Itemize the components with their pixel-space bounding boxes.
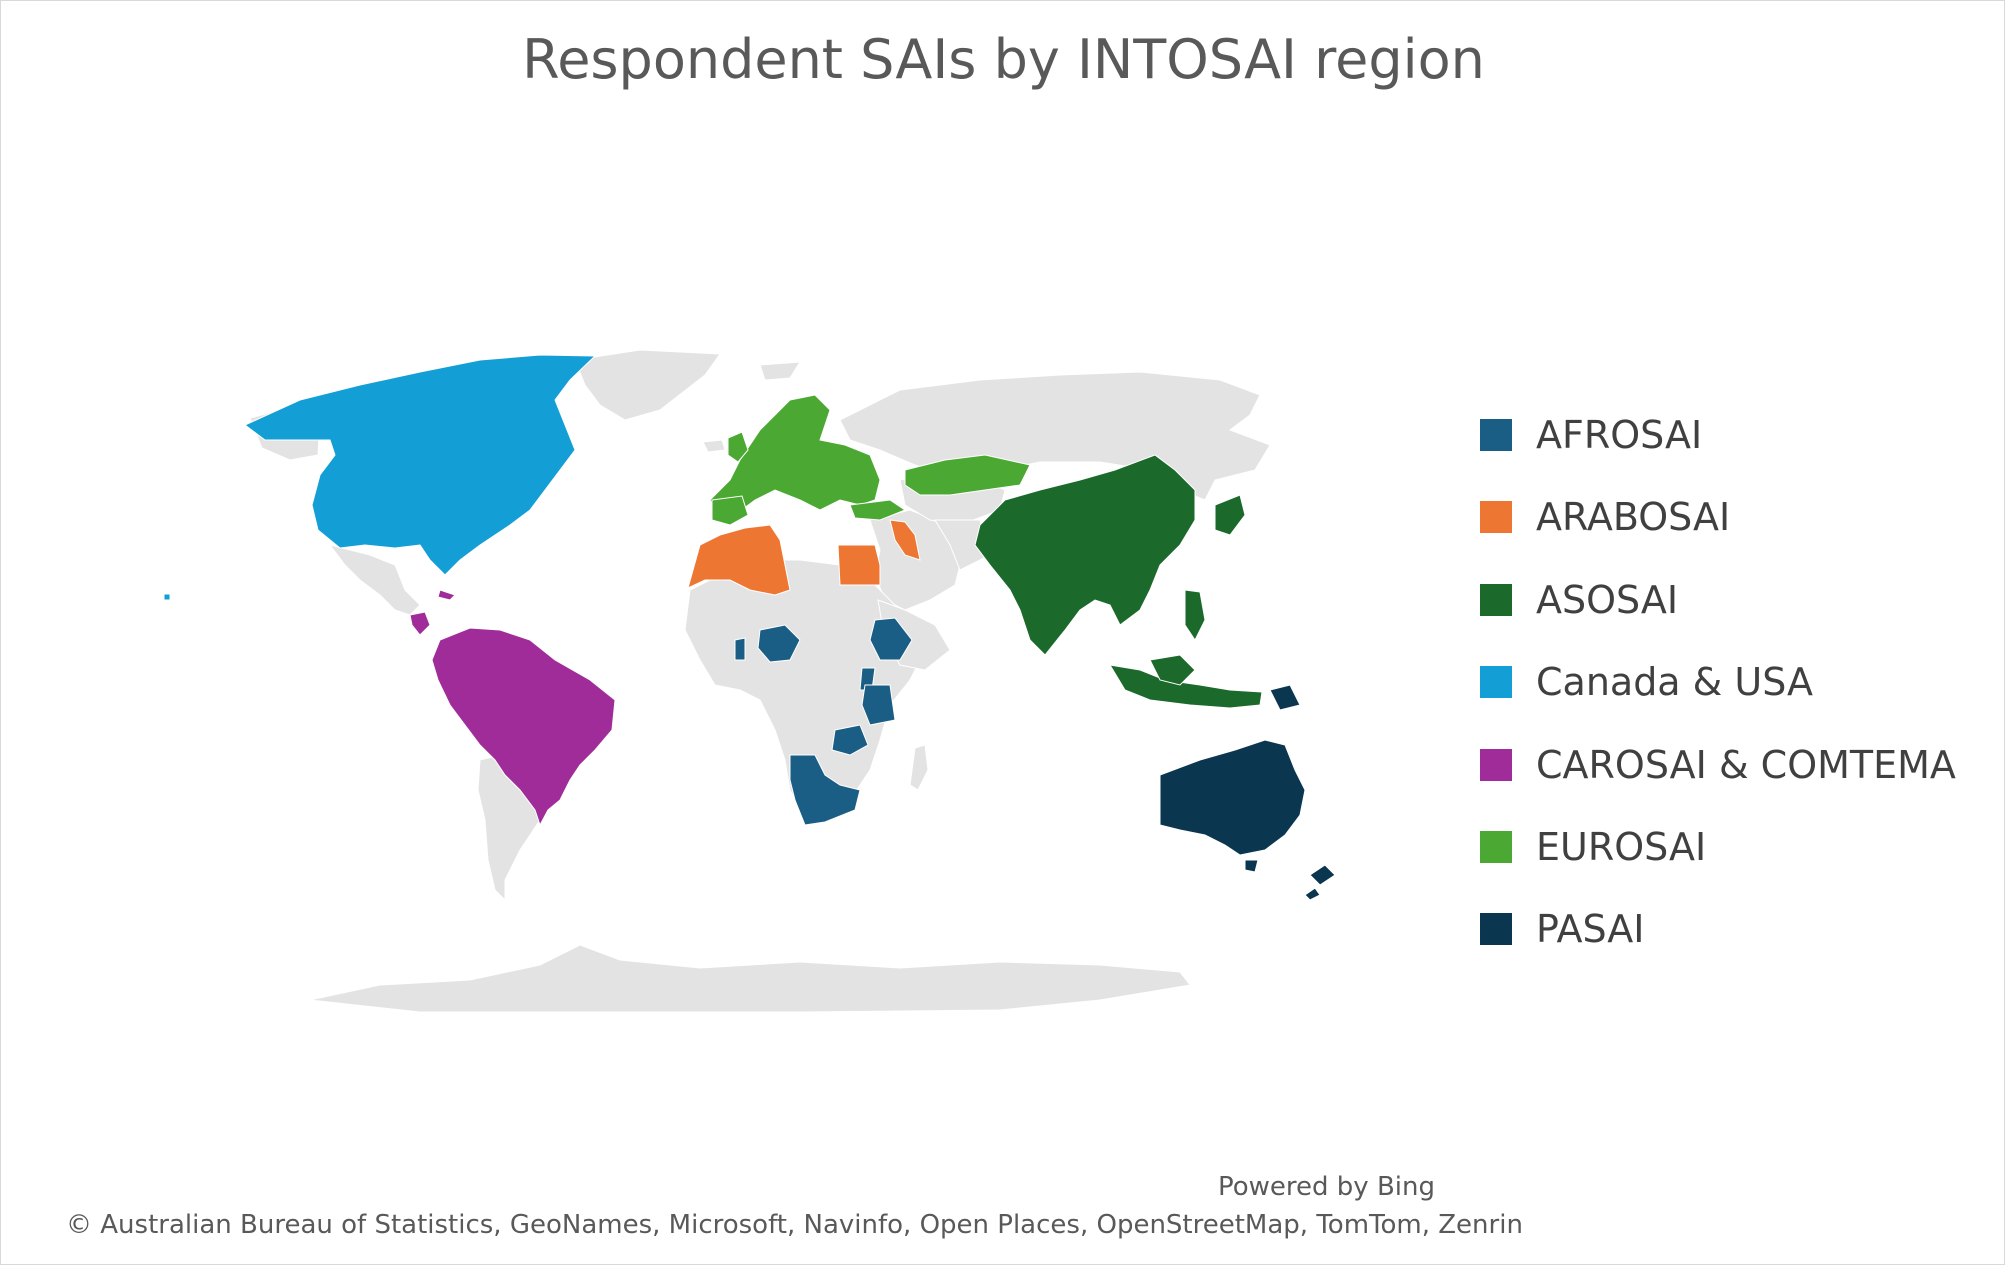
asosai-region (974, 454, 1263, 709)
mexico-region (328, 544, 421, 616)
tanzania-shape (861, 684, 896, 726)
legend-label: AFROSAI (1536, 413, 1703, 457)
legend-item-afrosai: AFROSAI (1480, 410, 1702, 460)
philippines-shape (1184, 589, 1206, 641)
iceland-region (702, 439, 726, 453)
kazakhstan-shape (904, 454, 1031, 496)
iberia-shape (711, 495, 749, 526)
japan-shape (1214, 494, 1246, 536)
maghreb-shape (687, 524, 791, 596)
legend-swatch (1480, 666, 1512, 698)
australia-shape (1159, 739, 1306, 856)
nigeria-shape (757, 624, 801, 663)
no-data-regions (249, 349, 1271, 1013)
carosai-region (409, 589, 616, 827)
legend-label: Canada & USA (1536, 660, 1814, 704)
hawaii-shape (163, 593, 171, 601)
pasai-region (1159, 684, 1336, 901)
legend-swatch (1480, 419, 1512, 451)
southern-africa-shape (789, 754, 861, 826)
europe-shape (709, 394, 881, 521)
legend-swatch (1480, 913, 1512, 945)
legend-item-eurosai: EUROSAI (1480, 822, 1706, 872)
canada-usa-shape (244, 354, 597, 576)
turkey-shape (849, 499, 907, 521)
nz-south-shape (1304, 887, 1321, 901)
arabosai-region (687, 519, 921, 596)
greenland-region (574, 349, 721, 421)
ethiopia-shape (869, 617, 913, 661)
iran-region (934, 519, 991, 571)
new-zealand-shape (1309, 864, 1336, 886)
chart-title: Respondent SAIs by INTOSAI region (522, 28, 1485, 91)
egypt-shape (837, 544, 881, 586)
caribbean-shape (437, 589, 456, 601)
copyright-text: © Australian Bureau of Statistics, GeoNa… (66, 1210, 1523, 1240)
png-shape (1269, 684, 1301, 711)
legend-item-arabosai: ARABOSAI (1480, 492, 1730, 542)
uk-shape (727, 431, 749, 463)
legend-item-carosai-comtema: CAROSAI & COMTEMA (1480, 740, 1956, 790)
borneo-shape (1149, 654, 1196, 686)
eurosai-region (709, 394, 1031, 526)
legend-swatch (1480, 584, 1512, 616)
arctic-islands-region (759, 361, 801, 381)
legend-label: ASOSAI (1536, 578, 1679, 622)
afrosai-region (734, 617, 913, 826)
legend-swatch (1480, 831, 1512, 863)
legend-item-pasai: PASAI (1480, 904, 1645, 954)
south-america-shape (431, 627, 616, 827)
legend-label: ARABOSAI (1536, 495, 1731, 539)
asia-shape (974, 454, 1196, 656)
antarctica-region (309, 944, 1191, 1013)
legend-item-canada-usa: Canada & USA (1480, 657, 1813, 707)
ghana-shape (734, 637, 746, 661)
tasmania-shape (1244, 859, 1259, 873)
legend-item-asosai: ASOSAI (1480, 575, 1678, 625)
legend-label: EUROSAI (1536, 825, 1707, 869)
iraq-shape (889, 519, 921, 561)
legend-label: PASAI (1536, 907, 1645, 951)
canada-usa-region (163, 354, 597, 601)
legend-swatch (1480, 749, 1512, 781)
legend-swatch (1480, 501, 1512, 533)
zambia-zimbabwe-shape (831, 724, 869, 756)
legend-label: CAROSAI & COMTEMA (1536, 743, 1956, 787)
central-america-shape (409, 611, 431, 636)
powered-by-text: Powered by Bing (1218, 1172, 1436, 1202)
madagascar-region (909, 744, 929, 791)
